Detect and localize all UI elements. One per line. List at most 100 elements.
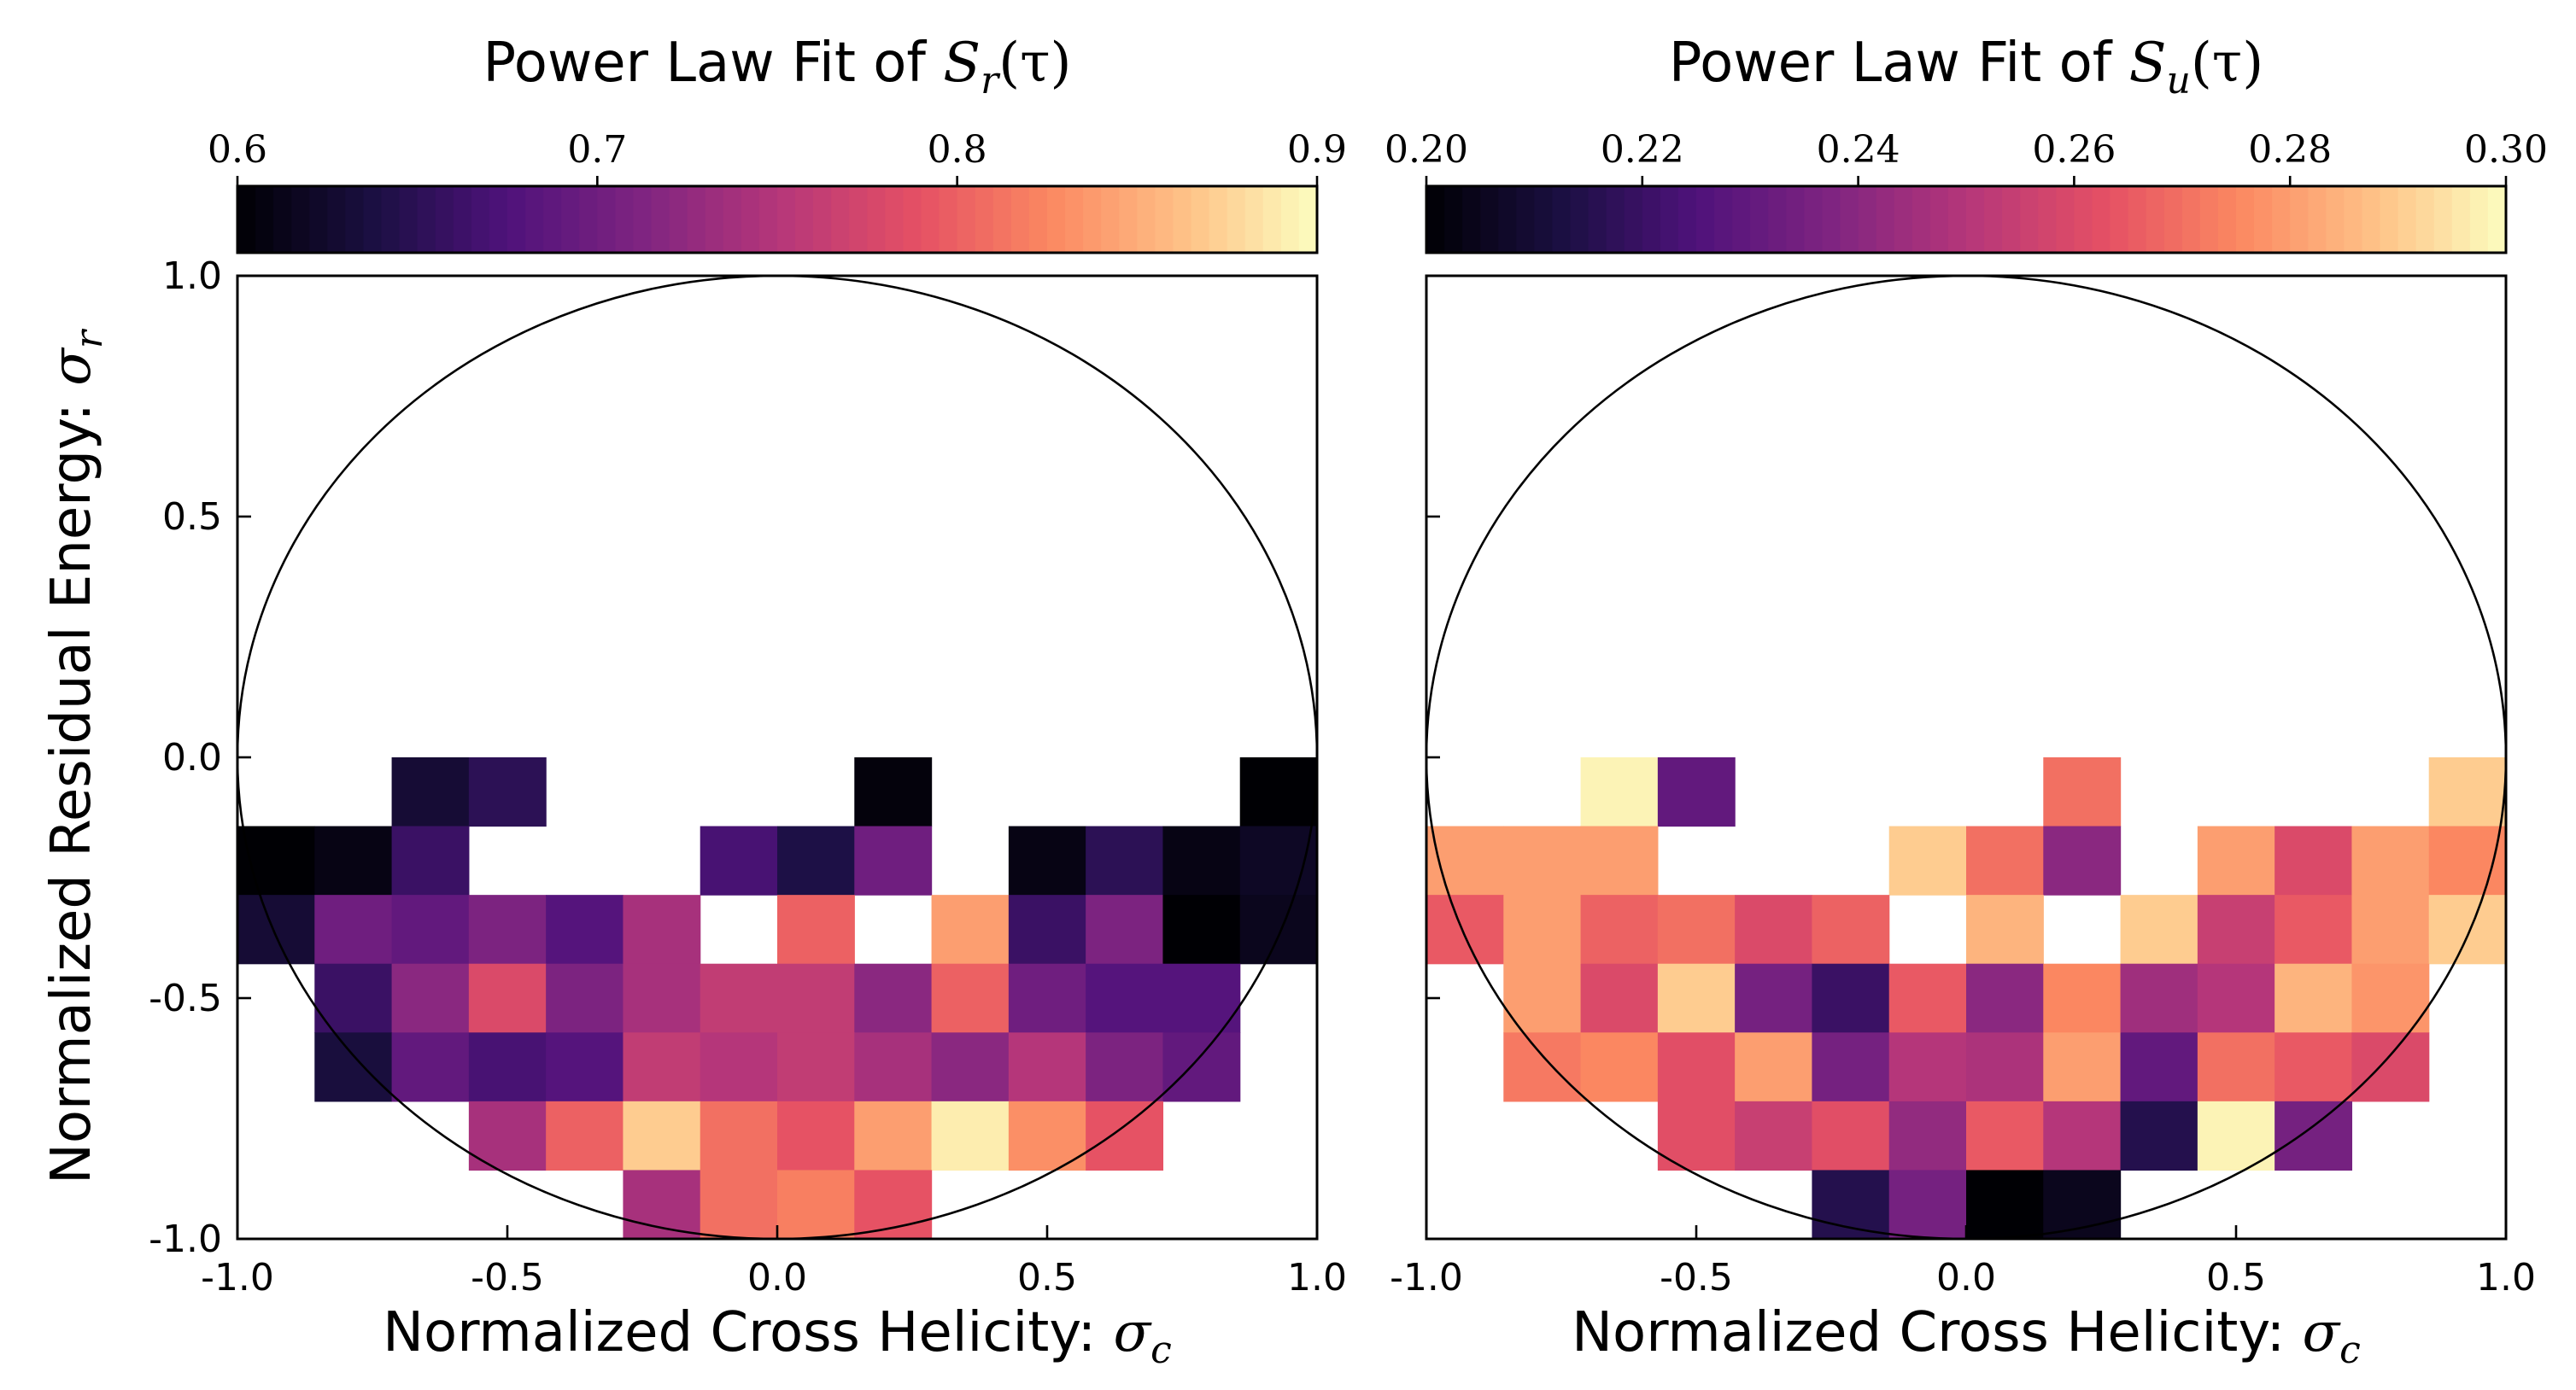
- colorbar-segment: [1298, 186, 1318, 253]
- heatmap-cell: [2274, 1101, 2353, 1171]
- colorbar-segment: [2074, 186, 2093, 253]
- heatmap-cell: [468, 757, 547, 827]
- heatmap-cell: [2120, 895, 2198, 965]
- heatmap-cell: [1966, 895, 2044, 965]
- heatmap-cell: [1888, 826, 1967, 896]
- y-axis-label-text: Normalized Residual Energy:: [40, 386, 103, 1184]
- heatmap-cell: [2274, 1032, 2353, 1102]
- colorbar-segment: [1010, 186, 1030, 253]
- colorbar-segment: [1498, 186, 1517, 253]
- x-axis-label-subscript: c: [2339, 1329, 2361, 1372]
- colorbar-segment: [885, 186, 905, 253]
- heatmap-cell: [2197, 895, 2275, 965]
- x-axis-label-text: Normalized Cross Helicity:: [1572, 1301, 2302, 1364]
- heatmap-cell: [391, 757, 470, 827]
- colorbar-segment: [1804, 186, 1824, 253]
- colorbar-segment: [1262, 186, 1282, 253]
- colorbar-segment: [1696, 186, 1715, 253]
- colorbar-segment: [579, 186, 598, 253]
- colorbar-segment: [2415, 186, 2435, 253]
- heatmap-cell: [2043, 1170, 2122, 1240]
- heatmap-cell: [2043, 1101, 2122, 1171]
- colorbar-segment: [273, 186, 292, 253]
- heatmap-cell: [2428, 757, 2507, 827]
- heatmap-cell: [2197, 826, 2275, 896]
- heatmap-cell: [1008, 826, 1086, 896]
- heatmap-cell: [1888, 1170, 1967, 1240]
- heatmap-cell: [546, 1032, 624, 1102]
- colorbar-segment: [2344, 186, 2363, 253]
- x-axis-label-symbol: σ: [1113, 1301, 1152, 1364]
- colorbar-segment: [2038, 186, 2057, 253]
- colorbar-segment: [561, 186, 580, 253]
- colorbar-segment: [1155, 186, 1174, 253]
- colorbar-segment: [2020, 186, 2039, 253]
- colorbar: 0.6 0.7 0.8 0.9: [208, 128, 1347, 254]
- heatmap-cell: [2120, 963, 2198, 1033]
- colorbar: 0.20 0.22 0.24 0.26 0.28 0.30: [1385, 128, 2548, 254]
- colorbar-segment: [795, 186, 814, 253]
- heatmap-cell: [777, 895, 855, 965]
- colorbar-segment: [1516, 186, 1535, 253]
- x-axis-label-subscript: c: [1150, 1329, 1172, 1372]
- heatmap-cell: [1966, 1170, 2044, 1240]
- heatmap-cell: [1503, 826, 1582, 896]
- colorbar-segment: [1209, 186, 1228, 253]
- heatmap-cell: [1503, 1032, 1582, 1102]
- heatmap-cell: [1812, 963, 1890, 1033]
- heatmap-cell: [314, 1032, 393, 1102]
- heatmap-cell: [1503, 895, 1582, 965]
- colorbar-tick-label: 0.6: [208, 128, 267, 172]
- y-axis-label-subscript: r: [67, 328, 111, 348]
- x-axis-label: Normalized Cross Helicity: σc: [383, 1301, 1172, 1372]
- heatmap-cell: [1086, 1032, 1164, 1102]
- colorbar-segment: [345, 186, 365, 253]
- heatmap-cell: [1657, 895, 1736, 965]
- colorbar-segment: [1426, 186, 1445, 253]
- heatmap-cell: [854, 963, 933, 1033]
- y-tick-label: 1.0: [162, 254, 222, 298]
- heatmap-cell: [777, 1170, 855, 1240]
- heatmap-cell: [2120, 1101, 2198, 1171]
- chart-title-argument: (τ): [998, 32, 1071, 95]
- colorbar-segment: [651, 186, 670, 253]
- heatmap-cell: [2274, 895, 2353, 965]
- x-tick-label: 0.5: [1017, 1256, 1077, 1299]
- y-axis-label-symbol: σ: [40, 347, 103, 386]
- colorbar-segment: [2272, 186, 2291, 253]
- colorbar-segment: [1624, 186, 1643, 253]
- colorbar-tick-label: 0.28: [2248, 128, 2332, 172]
- y-tick-label: -1.0: [149, 1218, 222, 1261]
- colorbar-segment: [2236, 186, 2255, 253]
- x-tick-label: -1.0: [201, 1256, 274, 1299]
- colorbar-segment: [327, 186, 346, 253]
- heatmap-cell: [1008, 963, 1086, 1033]
- chart-title: Power Law Fit of Su(τ): [1669, 32, 2263, 102]
- x-axis-label-symbol: σ: [2302, 1301, 2341, 1364]
- colorbar-segment: [2002, 186, 2021, 253]
- colorbar-segment: [2451, 186, 2471, 253]
- heatmap-cell: [1503, 963, 1582, 1033]
- colorbar-segment: [471, 186, 490, 253]
- chart-title-subscript: r: [981, 59, 1001, 102]
- colorbar-segment: [597, 186, 616, 253]
- heatmap-cell: [1239, 757, 1318, 827]
- heatmap-cell: [2428, 895, 2507, 965]
- panel-2: -1.0 -0.5 0.0 0.5 1.0 0.20 0.22 0.24 0.26 0.28 0.3…: [1385, 32, 2548, 1372]
- y-tick-label: -0.5: [149, 977, 222, 1020]
- heatmap-cell: [854, 1032, 933, 1102]
- colorbar-segment: [1714, 186, 1733, 253]
- colorbar-segment: [2181, 186, 2201, 253]
- colorbar-segment: [2308, 186, 2327, 253]
- colorbar-frame: [1425, 184, 2508, 254]
- chart-title-symbol: S: [943, 32, 981, 95]
- heatmap-cell: [854, 1101, 933, 1171]
- x-tick-label: 0.0: [1936, 1256, 1996, 1299]
- colorbar-tick-label: 0.9: [1287, 128, 1347, 172]
- heatmap-cell: [468, 895, 547, 965]
- colorbar-segment: [2433, 186, 2453, 253]
- heatmap-cell: [1008, 895, 1086, 965]
- heatmap-cell: [1239, 826, 1318, 896]
- colorbar-segment: [1065, 186, 1084, 253]
- colorbar-segment: [2397, 186, 2417, 253]
